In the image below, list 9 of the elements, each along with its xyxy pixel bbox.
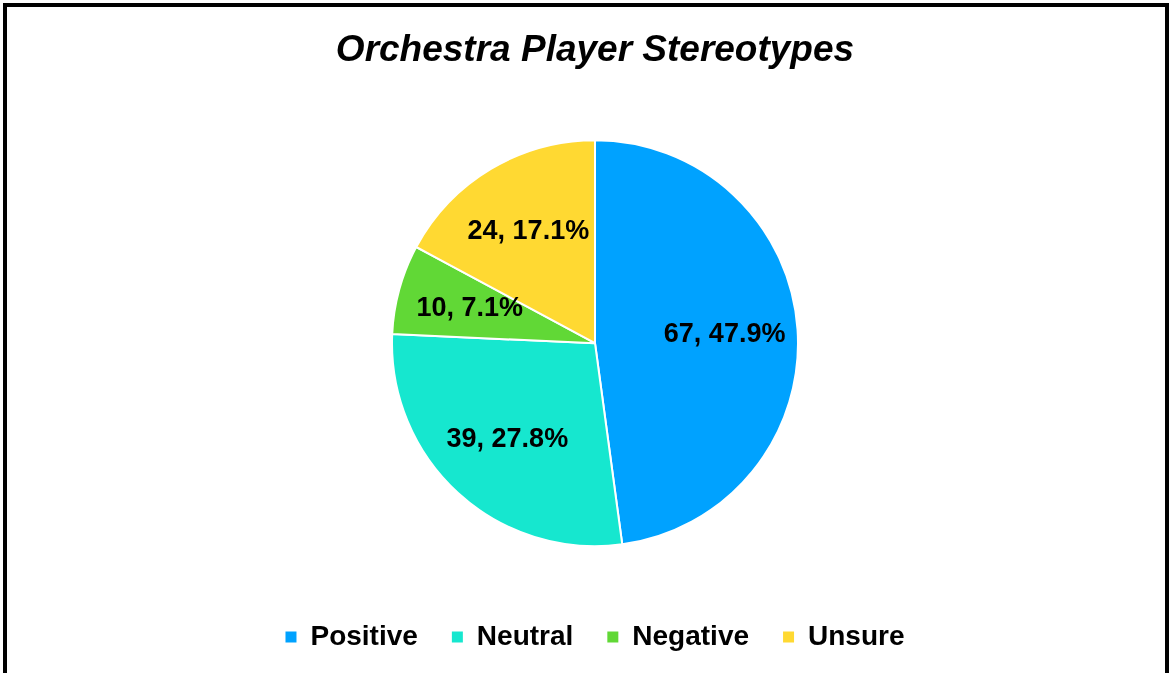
legend-label: Neutral [476, 619, 574, 651]
data-label: 10, 7.1% [416, 292, 524, 323]
data-label: 39, 27.8% [446, 422, 569, 453]
legend-label: Negative [632, 619, 750, 651]
chart-title: Orchestra Player Stereotypes [335, 28, 855, 70]
data-label: 67, 47.9% [663, 317, 786, 348]
data-label: 24, 17.1% [467, 215, 590, 246]
legend-label: Unsure [808, 619, 905, 651]
legend-label: Positive [310, 619, 418, 651]
